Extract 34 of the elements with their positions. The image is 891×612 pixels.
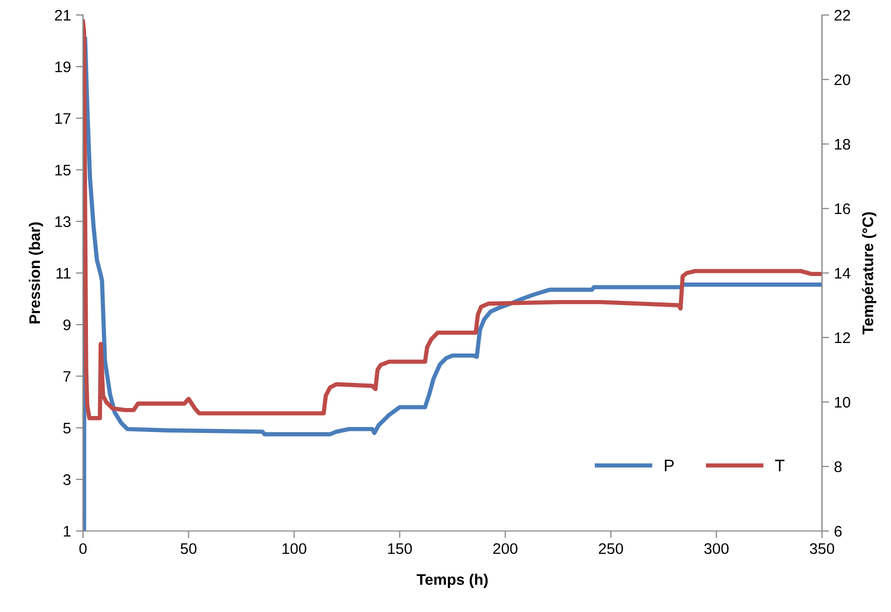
x-axis-title: Temps (h): [416, 574, 488, 588]
legend-label: T: [775, 460, 784, 472]
y2-axis-title: Température (°C): [862, 212, 876, 334]
y-tick-label: 7: [63, 371, 70, 382]
y-tick-label: 3: [63, 474, 71, 486]
x-tick-label: 150: [388, 543, 412, 554]
x-tick-label: 350: [810, 543, 834, 554]
y2-tick-label: 12: [834, 332, 850, 344]
y2-tick-label: 6: [834, 526, 842, 537]
legend-label: P: [664, 460, 674, 472]
y-tick-label: 21: [54, 10, 70, 21]
y2-tick-label: 8: [834, 461, 842, 472]
y-tick-label: 9: [63, 319, 70, 330]
y2-tick-label: 22: [834, 10, 850, 21]
y-tick-label: 13: [55, 216, 71, 228]
y-tick-label: 15: [55, 164, 71, 176]
x-tick-label: 100: [282, 543, 306, 554]
y-tick-label: 17: [55, 113, 70, 124]
x-tick-label: 50: [180, 543, 196, 554]
y-tick-label: 11: [56, 268, 70, 279]
x-tick-label: 200: [493, 543, 518, 554]
y-tick-label: 5: [63, 422, 71, 434]
x-tick-label: 300: [704, 543, 729, 554]
y-tick-label: 19: [55, 61, 70, 72]
y2-tick-label: 18: [834, 138, 850, 150]
y2-tick-label: 16: [834, 203, 850, 214]
y2-tick-label: 14: [834, 268, 850, 279]
x-tick-label: 250: [598, 543, 624, 554]
y2-tick-label: 20: [834, 74, 850, 86]
line-series: [83, 19, 822, 420]
y2-tick-label: 10: [834, 396, 850, 408]
y-tick-label: 1: [64, 526, 70, 537]
y-axis-title: Pression (bar): [28, 222, 44, 324]
x-tick-label: 0: [79, 543, 87, 554]
